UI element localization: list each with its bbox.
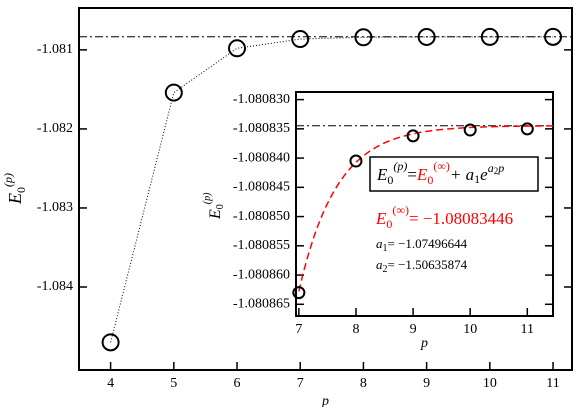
label-part: 2 [383, 264, 388, 275]
label-part: = −1.08083446 [409, 209, 513, 228]
y-tick-label: -1.080835 [233, 121, 290, 136]
y-tick-label: -1.082 [37, 121, 73, 136]
label-part: (p) [202, 192, 213, 204]
label-part: = −1.50635874 [388, 257, 468, 272]
label-part: (∞) [392, 203, 409, 217]
data-point [101, 333, 120, 352]
label-part: E [375, 209, 387, 228]
label-part: a [488, 161, 494, 175]
x-tick-label: 10 [483, 376, 497, 391]
label: E0(p) [202, 192, 226, 220]
label: E0(p) [1, 173, 28, 205]
y-tick-label: -1.083 [37, 200, 73, 215]
x-tick-label: 7 [295, 322, 302, 337]
series-line [110, 36, 554, 343]
y-tick-label: -1.080860 [233, 267, 290, 282]
plot-frame [295, 91, 554, 317]
label: a1= −1.07496644 [376, 236, 468, 254]
x-tick-label: 9 [423, 376, 430, 391]
data-point [349, 154, 363, 168]
x-tick-label: 11 [546, 376, 559, 391]
y-tick-label: -1.080865 [233, 297, 290, 312]
label-part: 0 [386, 217, 392, 231]
y-tick-label: -1.080830 [233, 92, 290, 107]
label-part: E [416, 165, 428, 184]
label: a2= −1.50635874 [376, 257, 468, 275]
label-part: 2 [494, 166, 499, 176]
fit-curve [298, 125, 553, 292]
label-part: 0 [215, 204, 226, 209]
label-part: 0 [427, 173, 433, 187]
label-part: 0 [14, 187, 28, 193]
x-tick-label: 7 [297, 376, 304, 391]
x-tick-label: 8 [352, 322, 359, 337]
x-tick-label: 8 [360, 376, 367, 391]
x-tick-label: 6 [234, 376, 241, 391]
x-axis-label: p [321, 394, 329, 407]
data-point [406, 129, 420, 143]
data-point [480, 27, 499, 46]
y-tick-label: -1.080850 [233, 209, 290, 224]
label-part: 1 [383, 243, 388, 254]
label-part: E [5, 193, 25, 205]
data-point [417, 27, 436, 46]
y-tick-label: -1.080845 [233, 180, 290, 195]
data-point [354, 28, 373, 47]
data-point [164, 83, 183, 102]
label-part: E [207, 209, 224, 220]
data-point [544, 27, 563, 46]
label-part: a [376, 236, 383, 251]
label-part: (p) [393, 159, 407, 173]
x-tick-label: 9 [410, 322, 417, 337]
label: E0(∞)= −1.08083446 [375, 203, 513, 231]
x-tick-label: 11 [521, 322, 534, 337]
label-part: e [480, 165, 488, 184]
data-point [520, 122, 534, 136]
data-point [291, 30, 310, 49]
data-point [228, 39, 247, 58]
y-tick-label: -1.084 [37, 279, 73, 294]
y-tick-label: -1.080855 [233, 238, 290, 253]
label-part: 1 [474, 172, 480, 186]
x-tick-label: 5 [170, 376, 177, 391]
x-tick-label: 4 [107, 376, 114, 391]
label-part: a [376, 257, 383, 272]
x-tick-label: 10 [463, 322, 477, 337]
label-part: (∞) [433, 159, 450, 173]
data-point [463, 123, 477, 137]
label: E0(p)=E0(∞)+ a1ea2p [376, 159, 504, 187]
label-part: + a [450, 165, 474, 184]
label-part: 0 [387, 173, 393, 187]
label-part: E [376, 165, 388, 184]
x-axis-label: p [420, 336, 428, 351]
y-tick-label: -1.081 [37, 42, 73, 57]
label-part: p [497, 161, 504, 175]
formula-box [369, 156, 539, 192]
label-part: (p) [1, 173, 15, 187]
y-tick-label: -1.080840 [233, 150, 290, 165]
data-point [292, 286, 306, 300]
label-part: = [407, 165, 417, 184]
label-part: = −1.07496644 [388, 236, 468, 251]
